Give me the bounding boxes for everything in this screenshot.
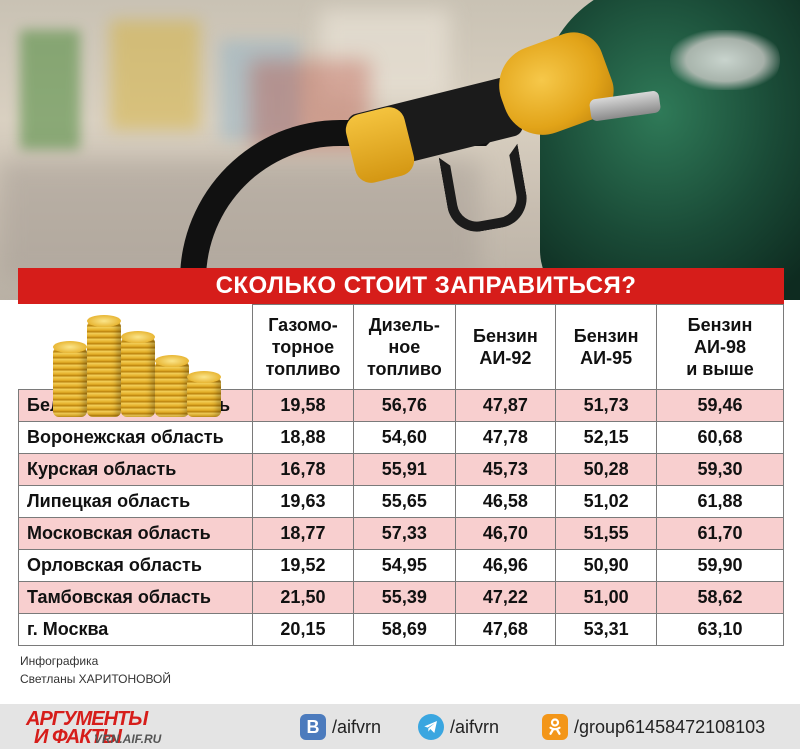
price-cell: 50,28 (555, 453, 657, 486)
region-cell: Курская область (18, 453, 253, 486)
table-row: Орловская область 19,52 54,95 46,96 50,9… (18, 549, 785, 582)
table-row: Курская область 16,78 55,91 45,73 50,28 … (18, 453, 785, 486)
telegram-link[interactable]: /aifvrn (418, 714, 499, 740)
price-cell: 56,76 (353, 389, 456, 422)
col-header-ai95: Бензин АИ-95 (555, 304, 657, 390)
price-cell: 47,87 (454, 389, 557, 422)
price-cell: 60,68 (655, 421, 785, 454)
price-cell: 47,22 (454, 581, 557, 614)
price-cell: 53,31 (555, 613, 657, 646)
price-cell: 47,78 (454, 421, 557, 454)
telegram-icon (418, 714, 444, 740)
price-cell: 57,33 (353, 517, 456, 550)
price-cell: 45,73 (454, 453, 557, 486)
col-header-diesel: Дизель- ное топливо (353, 304, 456, 390)
header-row: Газомо- торное топливо Дизель- ное топли… (18, 304, 785, 417)
price-cell: 59,90 (655, 549, 785, 582)
vk-link[interactable]: В /aifvrn (300, 714, 381, 740)
price-cell: 21,50 (251, 581, 355, 614)
price-cell: 18,88 (251, 421, 355, 454)
price-cell: 55,65 (353, 485, 456, 518)
price-cell: 18,77 (251, 517, 355, 550)
col-header-ai92: Бензин АИ-92 (454, 304, 557, 390)
vk-icon: В (300, 714, 326, 740)
price-cell: 63,10 (655, 613, 785, 646)
price-cell: 46,96 (454, 549, 557, 582)
table-row: Липецкая область 19,63 55,65 46,58 51,02… (18, 485, 785, 518)
price-cell: 19,63 (251, 485, 355, 518)
price-cell: 51,02 (555, 485, 657, 518)
col-header-ai98: Бензин АИ-98 и выше (655, 304, 785, 390)
table-row: Тамбовская область 21,50 55,39 47,22 51,… (18, 581, 785, 614)
price-cell: 55,39 (353, 581, 456, 614)
corner-cell (18, 304, 253, 417)
col-header-gas: Газомо- торное топливо (251, 304, 355, 390)
region-cell: Тамбовская область (18, 581, 253, 614)
table-title: СКОЛЬКО СТОИТ ЗАПРАВИТЬСЯ? (18, 268, 784, 304)
logo-site-text: VRN.AIF.RU (94, 732, 162, 746)
footer-bar: АРГУМЕНТЫ И ФАКТЫ VRN.AIF.RU В /aifvrn /… (0, 704, 800, 749)
price-cell: 51,00 (555, 581, 657, 614)
region-cell: Московская область (18, 517, 253, 550)
fuel-price-table: Газомо- торное топливо Дизель- ное топли… (18, 304, 785, 646)
price-cell: 52,15 (555, 421, 657, 454)
price-cell: 59,46 (655, 389, 785, 422)
price-cell: 47,68 (454, 613, 557, 646)
odnoklassniki-link[interactable]: /group61458472108103 (542, 714, 765, 740)
telegram-label: /aifvrn (450, 716, 500, 737)
price-table-panel: СКОЛЬКО СТОИТ ЗАПРАВИТЬСЯ? Газомо- торно… (18, 268, 785, 646)
price-cell: 50,90 (555, 549, 657, 582)
credit-line-1: Инфографика (20, 654, 99, 668)
price-cell: 58,62 (655, 581, 785, 614)
price-cell: 46,70 (454, 517, 557, 550)
fuel-nozzle-photo (0, 0, 800, 300)
price-cell: 58,69 (353, 613, 456, 646)
price-cell: 59,30 (655, 453, 785, 486)
table-row: г. Москва 20,15 58,69 47,68 53,31 63,10 (18, 613, 785, 646)
infographic-credit: Инфографика Светланы ХАРИТОНОВОЙ (20, 652, 171, 688)
price-cell: 54,60 (353, 421, 456, 454)
price-cell: 61,70 (655, 517, 785, 550)
price-cell: 61,88 (655, 485, 785, 518)
region-cell: Воронежская область (18, 421, 253, 454)
table-row: Московская область 18,77 57,33 46,70 51,… (18, 517, 785, 550)
price-cell: 55,91 (353, 453, 456, 486)
price-cell: 54,95 (353, 549, 456, 582)
credit-line-2: Светланы ХАРИТОНОВОЙ (20, 672, 172, 686)
vk-label: /aifvrn (332, 716, 382, 737)
coins-icon (47, 309, 227, 417)
price-cell: 51,55 (555, 517, 657, 550)
logo-bottom-text: И ФАКТЫ (34, 726, 122, 748)
region-cell: Липецкая область (18, 485, 253, 518)
price-cell: 20,15 (251, 613, 355, 646)
price-cell: 51,73 (555, 389, 657, 422)
odnoklassniki-icon (542, 714, 568, 740)
price-cell: 46,58 (454, 485, 557, 518)
region-cell: Орловская область (18, 549, 253, 582)
aif-logo[interactable]: АРГУМЕНТЫ И ФАКТЫ VRN.AIF.RU (26, 708, 226, 748)
region-cell: г. Москва (18, 613, 253, 646)
logo-top-text: АРГУМЕНТЫ (26, 708, 148, 730)
price-cell: 19,52 (251, 549, 355, 582)
odnoklassniki-label: /group61458472108103 (574, 716, 766, 737)
car-headlight (670, 30, 780, 90)
table-row: Воронежская область 18,88 54,60 47,78 52… (18, 421, 785, 454)
price-cell: 16,78 (251, 453, 355, 486)
price-cell: 19,58 (251, 389, 355, 422)
